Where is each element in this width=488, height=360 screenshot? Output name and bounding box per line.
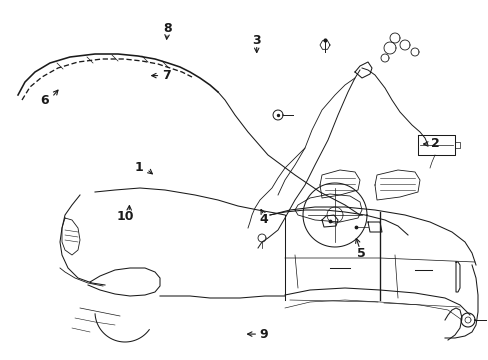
Text: 4: 4 xyxy=(259,213,268,226)
Point xyxy=(321,37,328,43)
Text: 1: 1 xyxy=(135,161,143,174)
Text: 8: 8 xyxy=(163,22,171,35)
Point xyxy=(274,112,282,118)
Text: 9: 9 xyxy=(259,328,268,341)
Text: 2: 2 xyxy=(430,138,439,150)
Text: 6: 6 xyxy=(41,94,49,107)
Text: 10: 10 xyxy=(117,210,134,223)
Text: 7: 7 xyxy=(162,69,170,82)
Text: 3: 3 xyxy=(252,34,261,47)
Point xyxy=(325,218,333,224)
Text: 5: 5 xyxy=(357,247,366,260)
Point xyxy=(351,224,359,230)
